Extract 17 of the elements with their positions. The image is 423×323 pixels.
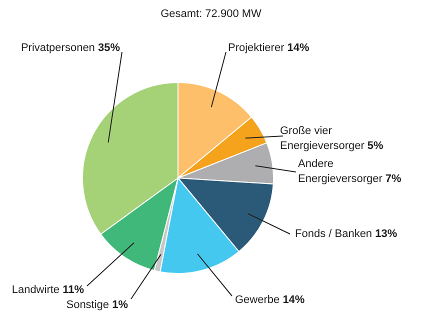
slice-label: Fonds / Banken	[295, 228, 376, 240]
data-label: 5%	[367, 140, 384, 152]
slice-label: Sonstige	[66, 299, 112, 312]
slice-label: Andere Energieversorger	[298, 158, 386, 186]
data-label: 1%	[112, 299, 128, 312]
slice-label: Gewerbe	[235, 294, 283, 306]
data-label: 14%	[282, 294, 305, 306]
data-label: 35%	[98, 42, 120, 54]
slice-label: Landwirte	[12, 284, 63, 296]
slice-label: Privatpersonen	[20, 42, 98, 54]
data-label: 14%	[287, 42, 310, 54]
data-label: 7%	[385, 173, 402, 186]
slice-label: Große vier Energieversorger	[280, 125, 368, 152]
data-label: 13%	[375, 228, 398, 240]
data-label: 11%	[62, 284, 84, 296]
slice-label: Projektierer	[228, 42, 288, 54]
chart-title: Gesamt: 72.900 MW	[160, 8, 262, 20]
